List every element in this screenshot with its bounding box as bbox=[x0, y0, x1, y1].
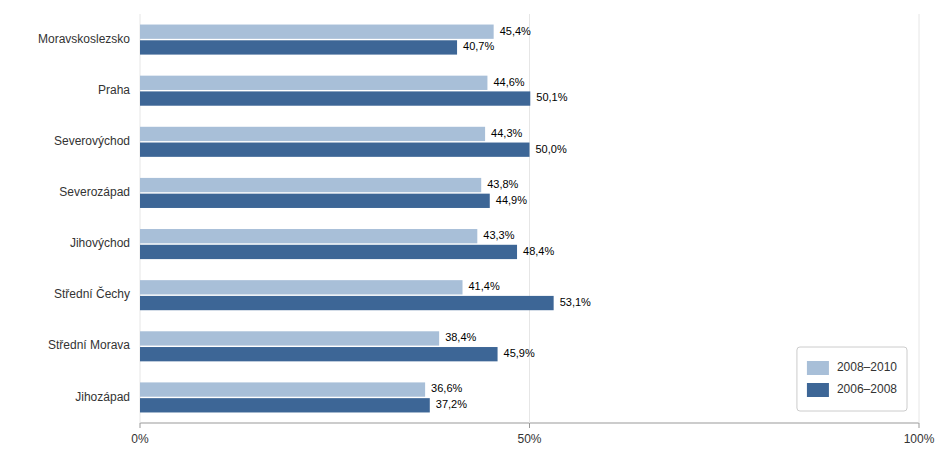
bar bbox=[140, 347, 498, 361]
bar bbox=[140, 91, 530, 105]
bar bbox=[140, 398, 430, 412]
category-label: Moravskoslezsko bbox=[38, 32, 130, 46]
data-label: 36,6% bbox=[431, 382, 462, 394]
legend-label: 2006–2008 bbox=[837, 382, 897, 396]
data-label: 41,4% bbox=[469, 280, 500, 292]
bar bbox=[140, 40, 457, 54]
bar bbox=[140, 245, 517, 259]
bar bbox=[140, 296, 554, 310]
data-label: 38,4% bbox=[445, 331, 476, 343]
bar bbox=[140, 76, 487, 90]
data-label: 48,4% bbox=[523, 245, 554, 257]
data-label: 43,8% bbox=[487, 178, 518, 190]
data-label: 44,9% bbox=[496, 194, 527, 206]
legend-label: 2008–2010 bbox=[837, 360, 897, 374]
x-tick-label: 100% bbox=[904, 432, 935, 446]
category-label: Jihovýchod bbox=[70, 236, 130, 250]
category-label: Jihozápad bbox=[75, 390, 130, 404]
data-labels: 45,4% 44,6% 44,3% 43,8% 43,3% 41,4% 38,4% 36,6%… bbox=[431, 25, 591, 411]
category-label: Střední Čechy bbox=[54, 286, 130, 301]
category-label: Severovýchod bbox=[54, 134, 130, 148]
data-label: 53,1% bbox=[560, 296, 591, 308]
x-gridline bbox=[919, 14, 920, 423]
data-label: 45,4% bbox=[500, 25, 531, 37]
legend-box bbox=[797, 347, 907, 411]
x-gridline bbox=[529, 14, 530, 423]
x-tick-label: 0% bbox=[131, 432, 149, 446]
legend-swatch bbox=[807, 361, 829, 375]
x-tick bbox=[529, 423, 530, 428]
bar bbox=[140, 25, 494, 39]
x-tick bbox=[140, 423, 141, 428]
bar bbox=[140, 331, 439, 345]
data-label: 44,3% bbox=[491, 127, 522, 139]
legend: 2008–2010 2006–2008 bbox=[797, 347, 907, 411]
data-label: 40,7% bbox=[463, 40, 494, 52]
category-label: Praha bbox=[98, 83, 130, 97]
legend-swatch bbox=[807, 383, 829, 397]
bar bbox=[140, 382, 425, 396]
data-label: 37,2% bbox=[436, 398, 467, 410]
bar bbox=[140, 229, 477, 243]
y-axis: Moravskoslezsko Praha Severovýchod Severozá… bbox=[38, 32, 130, 404]
category-label: Střední Morava bbox=[48, 338, 130, 352]
bar bbox=[140, 127, 485, 141]
bar bbox=[140, 280, 463, 294]
data-label: 43,3% bbox=[483, 229, 514, 241]
data-label: 50,0% bbox=[536, 143, 567, 155]
chart-container: 0% 50% 100% Moravskoslezsko Praha Severovýcho… bbox=[0, 0, 943, 459]
bar bbox=[140, 178, 481, 192]
chart-svg: 0% 50% 100% Moravskoslezsko Praha Severovýcho… bbox=[0, 0, 943, 459]
category-label: Severozápad bbox=[59, 185, 130, 199]
data-label: 50,1% bbox=[536, 91, 567, 103]
data-label: 44,6% bbox=[493, 76, 524, 88]
bar bbox=[140, 194, 490, 208]
bars bbox=[140, 25, 554, 413]
bar bbox=[140, 143, 530, 157]
data-label: 45,9% bbox=[504, 347, 535, 359]
x-gridline bbox=[140, 14, 141, 423]
x-tick bbox=[919, 423, 920, 428]
x-axis: 0% 50% 100% bbox=[131, 14, 934, 446]
x-tick-label: 50% bbox=[517, 432, 541, 446]
